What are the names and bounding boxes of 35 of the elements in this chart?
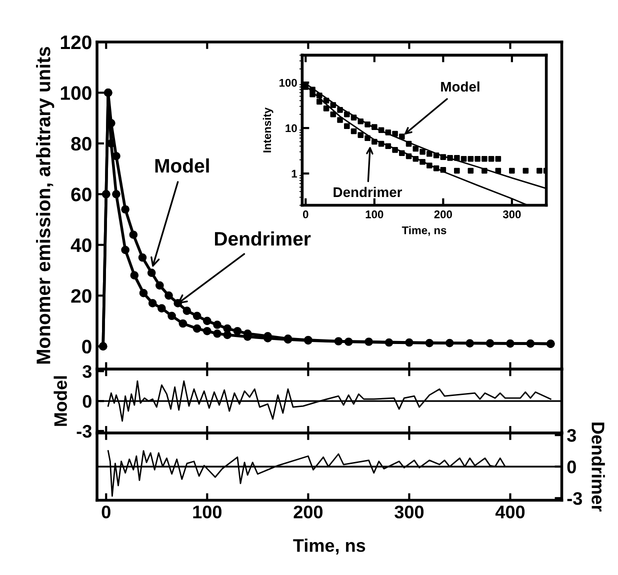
annotation: Dendrimer (214, 231, 311, 246)
x-tick-label: 200 (434, 210, 452, 218)
x-tick-label: 300 (394, 506, 424, 518)
y2-tick-label: 3 (567, 429, 576, 442)
y-axis-title: Monomer emission, arbitrary units (36, 46, 54, 364)
y-tick-label: 40 (70, 238, 92, 252)
annotation: Dendrimer (334, 186, 402, 198)
y2-tick-label: -3 (567, 492, 582, 505)
y-tick-label: -3 (76, 424, 92, 438)
y-tick-label: 60 (71, 188, 92, 202)
x-axis-title: Time, ns (402, 226, 446, 236)
annotation: Model (155, 158, 209, 173)
y-tick-label: 10 (286, 124, 297, 132)
y-tick-label: 20 (71, 289, 92, 303)
x-tick-label: 0 (302, 210, 308, 218)
y2-tick-label: 0 (567, 460, 576, 474)
y-tick-label: 100 (280, 78, 297, 87)
x-axis-title: Time, ns (293, 538, 366, 554)
y-tick-label: 120 (60, 35, 92, 50)
y2-axis-title: Dendrimer (592, 422, 605, 512)
y-tick-label: 1 (292, 170, 298, 178)
x-tick-label: 400 (495, 506, 525, 518)
x-tick-label: 100 (366, 210, 384, 218)
x-tick-label: 300 (502, 210, 521, 218)
annotation: Model (441, 81, 480, 92)
x-tick-label: 200 (294, 506, 322, 518)
x-tick-label: 100 (193, 506, 222, 518)
y-tick-label: 80 (71, 136, 92, 151)
y-tick-label: 100 (60, 86, 92, 100)
y-tick-label: 3 (82, 365, 92, 378)
y-tick-label: 0 (82, 394, 92, 408)
y-axis-title: Intensity (262, 107, 274, 152)
y-axis-title: Model (54, 376, 67, 426)
y-tick-label: 0 (82, 340, 92, 354)
x-tick-label: 0 (102, 506, 110, 518)
